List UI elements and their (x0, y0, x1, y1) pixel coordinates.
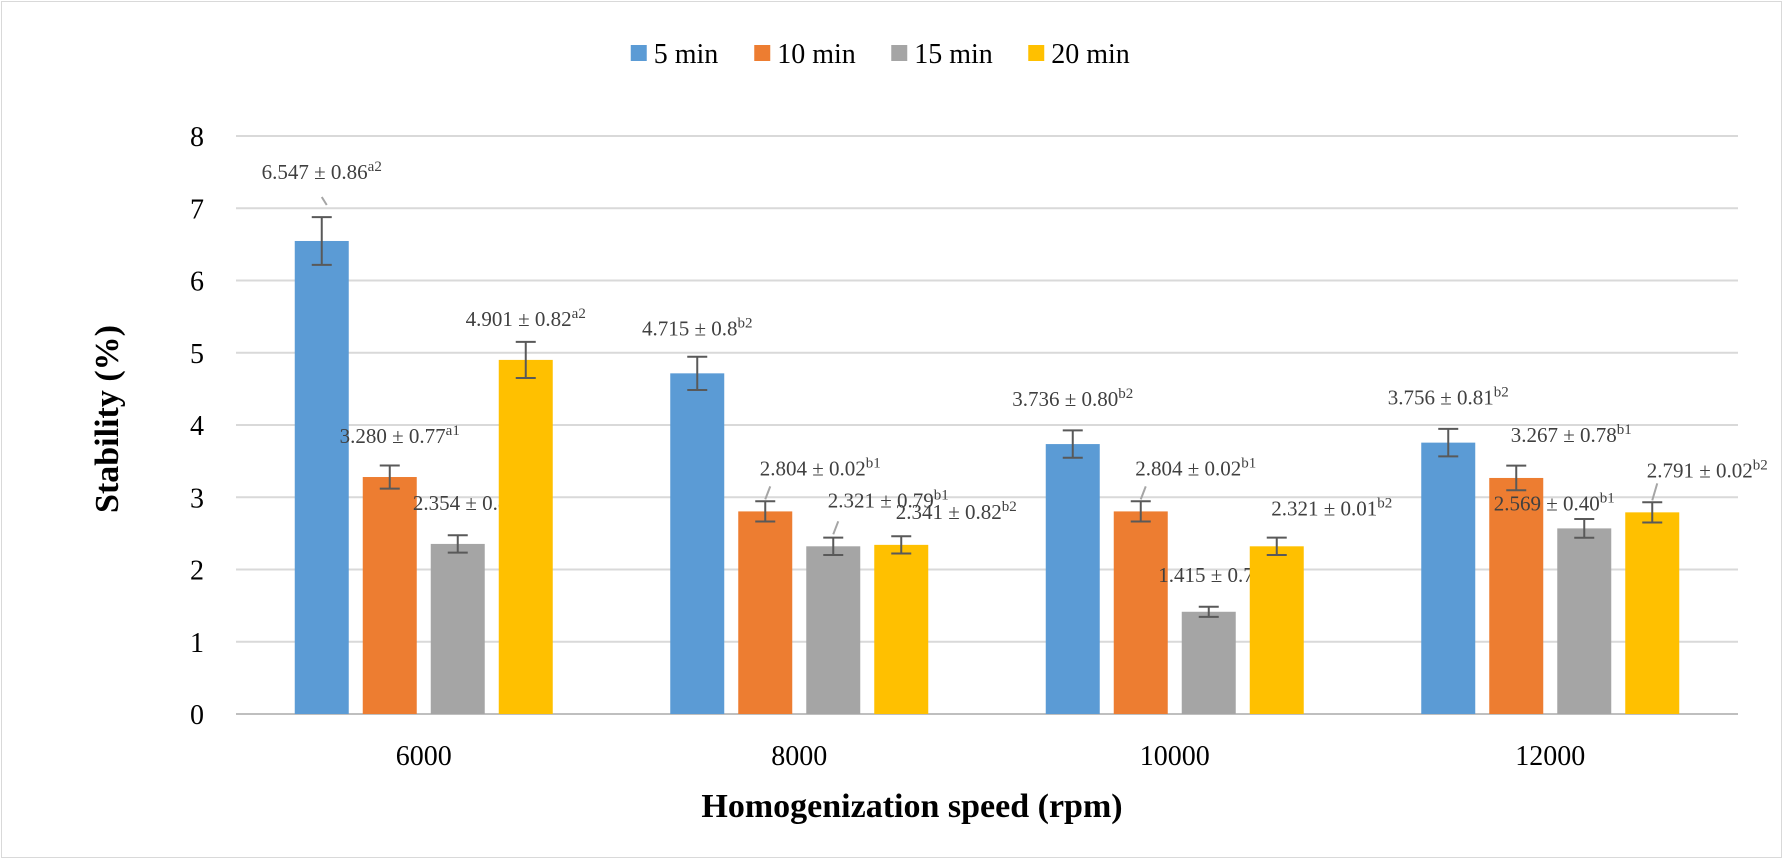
data-label-value: 3.756 ± 0.81 (1388, 386, 1494, 410)
legend-swatch (754, 45, 771, 61)
data-label-superscript: a1 (446, 423, 460, 439)
data-label-value: 2.321 ± 0.01 (1271, 496, 1377, 520)
bar (738, 511, 793, 714)
data-label: 2.569 ± 0.40b1 (1494, 490, 1615, 515)
x-tick-label: 10000 (1140, 741, 1210, 772)
data-label-superscript: b2 (1753, 457, 1768, 473)
data-label: 2.321 ± 0.79b1 (828, 487, 949, 512)
y-tick-label: 4 (190, 411, 204, 442)
legend-label: 15 min (914, 39, 993, 70)
data-label-value: 2.804 ± 0.02 (1135, 456, 1241, 480)
bar (430, 543, 485, 714)
label-leader (1651, 483, 1659, 501)
bar (1045, 444, 1100, 714)
x-axis-title: Homogenization speed (rpm) (701, 788, 1122, 825)
legend-swatch (891, 45, 908, 61)
bar (498, 359, 553, 714)
bar (1249, 546, 1304, 714)
bar (1625, 512, 1680, 714)
data-label: 3.756 ± 0.81b2 (1388, 385, 1509, 410)
data-label-value: 3.280 ± 0.77 (340, 424, 446, 448)
data-label-superscript: b2 (1494, 385, 1509, 401)
data-label: 4.715 ± 0.8b2 (642, 315, 753, 340)
bar (362, 477, 417, 714)
data-label-superscript: b1 (1241, 455, 1256, 471)
bar (1421, 442, 1476, 714)
data-label-value: 2.569 ± 0.40 (1494, 491, 1600, 515)
data-label-superscript: b1 (866, 455, 881, 471)
y-tick-label: 7 (190, 194, 204, 225)
bar (806, 546, 861, 714)
x-tick-label: 6000 (396, 741, 452, 772)
y-tick-label: 2 (190, 556, 204, 587)
y-tick-label: 3 (190, 483, 204, 514)
legend-label: 10 min (777, 39, 856, 70)
data-label-value: 6.547 ± 0.86 (262, 160, 368, 184)
data-label-superscript: b1 (934, 487, 949, 503)
data-label-value: 2.354 ± 0.8 (413, 491, 509, 515)
y-tick-label: 5 (190, 339, 204, 370)
bar (1113, 511, 1168, 714)
data-label-superscript: a2 (368, 159, 382, 175)
label-leader (764, 486, 772, 500)
bar (874, 544, 929, 714)
data-label: 6.547 ± 0.86a2 (262, 159, 382, 184)
data-label-value: 2.341 ± 0.82 (896, 500, 1002, 524)
data-label: 2.321 ± 0.01b2 (1271, 495, 1392, 520)
data-label: 2.341 ± 0.82b2 (896, 499, 1017, 524)
data-label-value: 3.736 ± 0.80 (1012, 387, 1118, 411)
data-label-superscript: b2 (1002, 499, 1017, 515)
data-label-value: 1.415 ± 0.79 (1158, 563, 1264, 587)
data-label-value: 3.267 ± 0.78 (1511, 423, 1617, 447)
data-label-superscript: b2 (738, 315, 753, 331)
data-label: 2.804 ± 0.02b1 (760, 455, 881, 480)
y-tick-label: 8 (190, 122, 204, 153)
legend-swatch (630, 45, 647, 61)
data-label-superscript: b2 (1118, 386, 1133, 402)
data-label: 3.267 ± 0.78b1 (1511, 422, 1632, 447)
data-label-superscript: a2 (572, 306, 586, 322)
y-tick-label: 6 (190, 267, 204, 298)
bar (294, 240, 349, 714)
bar (1489, 477, 1544, 714)
data-label-value: 4.715 ± 0.8 (642, 316, 738, 340)
bar (1181, 611, 1236, 714)
legend-label: 5 min (654, 39, 719, 70)
x-tick-label: 12000 (1515, 741, 1585, 772)
label-leader (832, 520, 840, 535)
label-leader (320, 196, 328, 206)
data-label-value: 4.901 ± 0.82 (466, 307, 572, 331)
y-tick-label: 1 (190, 628, 204, 659)
data-label: 3.280 ± 0.77a1 (340, 423, 460, 448)
data-label-superscript: b2 (1377, 495, 1392, 511)
bar (1557, 528, 1612, 714)
data-label-value: 2.804 ± 0.02 (760, 456, 866, 480)
legend-label: 20 min (1051, 39, 1130, 70)
bar (670, 373, 725, 714)
data-label: 4.901 ± 0.82a2 (466, 306, 586, 331)
data-label: 2.791 ± 0.02b2 (1647, 457, 1768, 482)
legend-swatch (1028, 45, 1045, 61)
data-label: 2.804 ± 0.02b1 (1135, 455, 1256, 480)
data-label-superscript: b1 (1600, 490, 1615, 506)
x-tick-label: 8000 (771, 741, 827, 772)
data-label-value: 2.321 ± 0.79 (828, 488, 934, 512)
label-leader (1139, 486, 1147, 500)
data-label-superscript: b1 (1617, 422, 1632, 438)
data-label: 3.736 ± 0.80b2 (1012, 386, 1133, 411)
y-tick-label: 0 (190, 700, 204, 731)
data-label-value: 2.791 ± 0.02 (1647, 458, 1753, 482)
y-axis-title: Stability (%) (89, 325, 126, 513)
